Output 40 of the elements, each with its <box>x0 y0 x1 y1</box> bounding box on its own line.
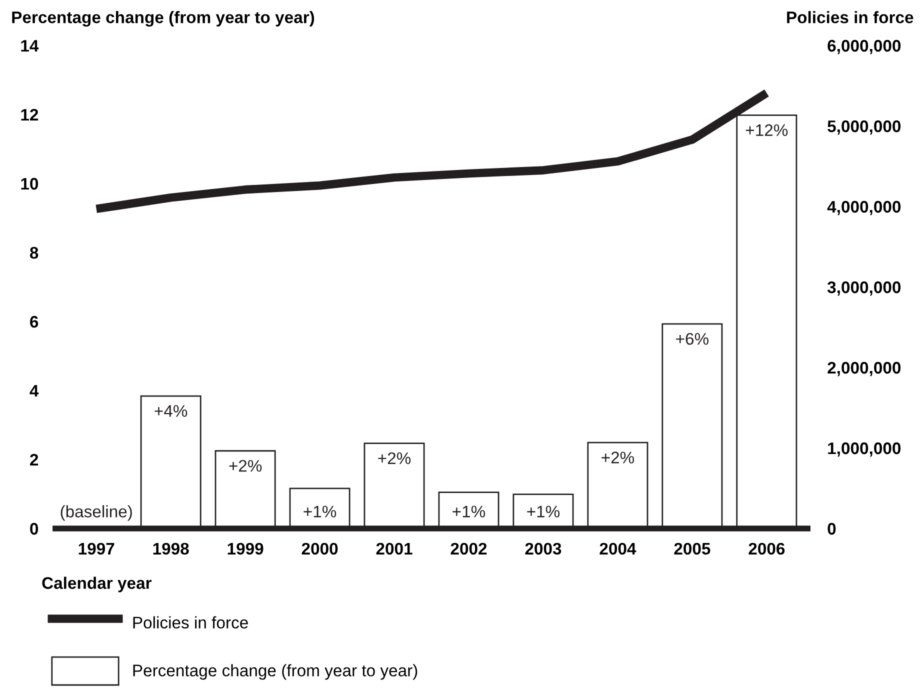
x-tick-label: 2004 <box>600 542 636 555</box>
data-label: +2% <box>602 452 634 464</box>
y-tick-label: 6 <box>30 316 38 328</box>
data-label: (baseline) <box>60 505 132 521</box>
y2-tick-label: 3,000,000 <box>827 281 901 296</box>
y2-tick-label: 2,000,000 <box>828 362 901 376</box>
data-label: +6% <box>676 332 708 345</box>
y2-tick-label: 6,000,000 <box>828 40 901 54</box>
x-tick-label: 1997 <box>78 542 114 555</box>
data-label: +1% <box>527 506 560 518</box>
x-tick-label: 2000 <box>302 542 338 555</box>
y-tick-label: 4 <box>30 385 39 397</box>
x-tick-label: 2003 <box>525 542 562 555</box>
x-tick-label: 2006 <box>748 542 785 555</box>
y2-tick-label: 0 <box>828 522 836 535</box>
y-tick-label: 2 <box>30 454 38 466</box>
data-label: +2% <box>378 452 411 464</box>
y2-tick-label: 5,000,000 <box>828 120 901 135</box>
data-label: +1% <box>452 506 486 518</box>
x-tick-label: 2002 <box>450 542 487 555</box>
data-label: +12% <box>746 124 788 136</box>
y-tick-label: 14 <box>21 40 39 52</box>
x-tick-label: 1999 <box>228 542 264 555</box>
x-tick-label: 1998 <box>153 542 189 555</box>
legend-label: Policies in force <box>133 616 248 628</box>
y2-axis-title: Policies in force <box>787 11 914 24</box>
y-tick-label: 10 <box>21 178 38 190</box>
data-label: +4% <box>154 405 188 417</box>
y2-tick-label: 4,000,000 <box>827 200 901 216</box>
x-tick-label: 2005 <box>674 542 710 555</box>
x-axis-title: Calendar year <box>42 576 152 592</box>
x-tick-label: 2001 <box>376 542 412 555</box>
data-label: +1% <box>304 506 336 518</box>
data-label: +2% <box>229 460 262 472</box>
y-axis-title: Percentage change (from year to year) <box>12 10 314 27</box>
legend-label: Percentage change (from year to year) <box>133 664 418 680</box>
y-tick-label: 0 <box>30 522 38 535</box>
y2-tick-label: 1,000,000 <box>828 442 901 457</box>
y-tick-label: 8 <box>30 246 38 259</box>
y-tick-label: 12 <box>21 108 38 121</box>
